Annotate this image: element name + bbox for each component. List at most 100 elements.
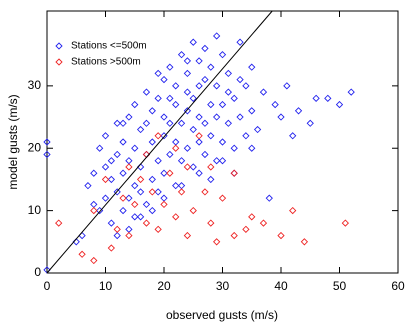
point	[131, 182, 139, 190]
point	[90, 206, 98, 215]
point	[107, 175, 115, 184]
point	[248, 144, 256, 152]
point	[230, 169, 238, 177]
point	[177, 188, 186, 196]
point	[259, 88, 268, 96]
point	[166, 150, 174, 159]
point	[201, 44, 209, 53]
point	[154, 188, 162, 196]
point	[142, 219, 151, 227]
point	[172, 182, 180, 190]
point	[172, 82, 180, 90]
point	[224, 69, 232, 78]
point	[125, 157, 133, 165]
point	[177, 51, 186, 59]
point	[277, 113, 285, 121]
point	[271, 100, 279, 109]
point	[131, 144, 139, 152]
point	[224, 119, 232, 127]
point	[154, 69, 162, 78]
point	[160, 132, 168, 140]
point	[312, 94, 320, 102]
point	[242, 132, 250, 140]
point	[166, 169, 174, 177]
point	[119, 194, 127, 202]
point	[213, 32, 221, 40]
point	[195, 82, 203, 90]
point	[177, 157, 186, 165]
point	[183, 57, 192, 65]
point	[207, 175, 215, 184]
point	[201, 75, 209, 84]
point	[253, 125, 262, 134]
point	[259, 219, 268, 227]
point	[142, 200, 151, 209]
point	[113, 225, 121, 233]
point	[154, 132, 162, 140]
point	[148, 206, 156, 215]
point	[166, 119, 174, 127]
x-tick-label: 50	[333, 279, 347, 293]
point	[166, 94, 174, 102]
point	[213, 157, 221, 165]
point	[148, 107, 156, 115]
point	[142, 119, 151, 127]
point	[207, 63, 215, 71]
x-tick-label: 10	[99, 279, 113, 293]
point	[43, 150, 51, 159]
point	[189, 125, 197, 134]
point	[195, 57, 203, 65]
point	[172, 213, 180, 221]
point	[189, 206, 197, 215]
legend-label: Stations >500m	[71, 57, 141, 68]
point	[84, 182, 92, 190]
point	[160, 113, 168, 121]
point	[113, 150, 121, 159]
point	[236, 113, 244, 121]
point	[230, 94, 238, 102]
point	[341, 219, 349, 227]
point	[207, 132, 215, 140]
point	[242, 225, 250, 233]
legend-marker	[55, 58, 63, 66]
point	[201, 150, 209, 159]
point	[218, 194, 227, 202]
legend-label: Stations <=500m	[71, 41, 147, 52]
point	[166, 63, 174, 71]
point	[213, 82, 221, 90]
point	[236, 75, 244, 84]
legend-marker	[55, 42, 63, 50]
point	[294, 107, 303, 115]
point	[148, 138, 156, 146]
point	[125, 163, 133, 171]
x-tick-label: 40	[274, 279, 288, 293]
point	[101, 132, 110, 140]
point	[131, 213, 139, 221]
point	[277, 231, 285, 240]
point	[113, 231, 121, 240]
point	[101, 163, 110, 171]
y-tick-label: 10	[28, 203, 42, 217]
point	[172, 144, 180, 152]
point	[148, 175, 156, 184]
point	[195, 113, 203, 121]
point	[183, 163, 192, 171]
point	[43, 138, 51, 146]
point	[101, 194, 110, 202]
x-tick-label: 30	[216, 279, 230, 293]
point	[242, 82, 250, 90]
point	[113, 119, 121, 127]
point	[189, 163, 197, 171]
y-tick-label: 30	[28, 78, 42, 92]
point	[90, 169, 98, 177]
point	[136, 125, 145, 134]
point	[335, 100, 344, 109]
point	[218, 100, 227, 109]
point	[224, 88, 232, 96]
point	[207, 219, 215, 227]
point	[300, 238, 309, 246]
point	[201, 119, 209, 127]
point	[160, 194, 168, 202]
point	[78, 231, 86, 240]
point	[107, 244, 115, 252]
